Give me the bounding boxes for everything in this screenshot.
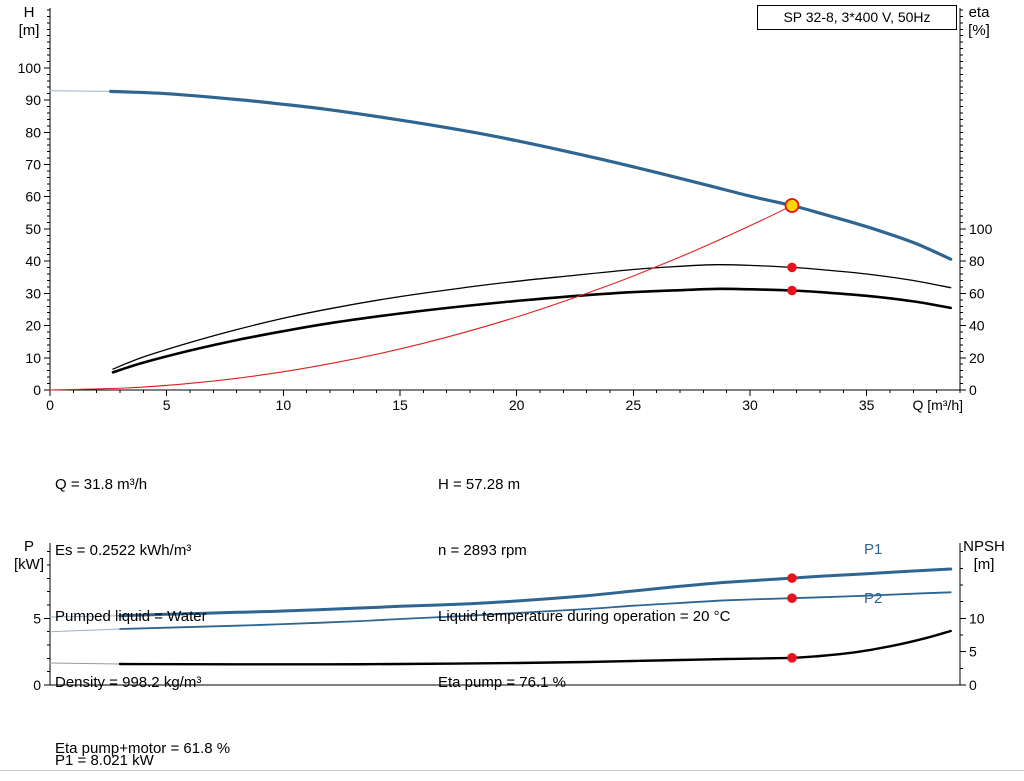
eta-axis-title: eta [%] <box>956 4 1002 40</box>
svg-text:60: 60 <box>25 189 41 205</box>
stat-p1: P1 = 8.021 kW <box>55 752 154 769</box>
stat-pumped-liquid: Pumped liquid = Water <box>55 608 207 625</box>
svg-text:0: 0 <box>33 382 41 398</box>
power-npsh-chart: 0 5 0 5 10 <box>33 543 985 693</box>
head-curve-lead <box>49 90 112 92</box>
stat-eta-pump-motor: Eta pump+motor = 61.8 % <box>55 740 231 757</box>
hq-eta-chart: 0 5 10 15 20 25 30 35 Q [m³/h] 0 10 20 30 40 50 60 70 80 9… <box>18 8 993 413</box>
duty-results-left: Q = 31.8 m³/h Es = 0.2522 kWh/m³ Pumped … <box>55 430 230 781</box>
svg-text:70: 70 <box>25 157 41 173</box>
svg-text:20: 20 <box>969 350 985 366</box>
svg-text:35: 35 <box>859 397 875 413</box>
duty-point[interactable] <box>784 198 800 213</box>
svg-text:40: 40 <box>969 318 985 334</box>
stat-es: Es = 0.2522 kWh/m³ <box>55 542 192 559</box>
svg-text:0: 0 <box>46 397 54 413</box>
chart-bottom-axes: 0 5 0 5 10 <box>33 543 985 693</box>
svg-text:0: 0 <box>969 677 977 693</box>
system-curve <box>49 204 793 391</box>
svg-text:100: 100 <box>969 221 993 237</box>
svg-text:20: 20 <box>25 318 41 334</box>
npsh-curve-lead <box>49 662 121 665</box>
svg-text:90: 90 <box>25 92 41 108</box>
npsh-axis-symbol: NPSH <box>963 538 1005 555</box>
svg-text:0: 0 <box>969 382 977 398</box>
svg-text:40: 40 <box>25 253 41 269</box>
svg-text:10: 10 <box>25 350 41 366</box>
svg-text:0: 0 <box>33 677 41 693</box>
h-axis-symbol: H <box>23 4 35 21</box>
svg-text:30: 30 <box>25 285 41 301</box>
p2-curve-lead <box>49 628 121 633</box>
svg-text:5: 5 <box>969 644 977 660</box>
stat-h: H = 57.28 m <box>438 476 521 493</box>
p2-curve-label: P2 <box>864 590 883 607</box>
svg-text:30: 30 <box>742 397 758 413</box>
npsh-curve <box>118 629 952 666</box>
eta-pump-point <box>787 262 797 273</box>
svg-text:80: 80 <box>969 253 985 269</box>
npsh-point <box>787 653 797 663</box>
bottom-divider <box>0 770 1024 771</box>
svg-text:Q [m³/h]: Q [m³/h] <box>912 397 963 413</box>
svg-text:60: 60 <box>969 285 985 301</box>
p-axis-title: P [kW] <box>8 538 50 574</box>
stat-liquid-temp: Liquid temperature during operation = 20… <box>438 608 731 625</box>
stat-q: Q = 31.8 m³/h <box>55 476 148 493</box>
h-axis-title: H [m] <box>8 4 50 40</box>
stat-eta-pump: Eta pump = 76.1 % <box>438 674 566 691</box>
svg-text:50: 50 <box>25 221 41 237</box>
p-axis-unit: [kW] <box>14 556 44 573</box>
eta-pump-motor-point <box>787 285 797 296</box>
svg-text:100: 100 <box>18 60 42 76</box>
svg-text:80: 80 <box>25 124 41 140</box>
eta-pump-motor-curve <box>111 287 952 374</box>
p2-point <box>787 593 797 603</box>
eta-pump-curve <box>112 264 952 370</box>
svg-text:20: 20 <box>509 397 525 413</box>
svg-text:5: 5 <box>33 610 41 626</box>
p1-point <box>787 573 797 583</box>
p1-curve <box>118 567 953 618</box>
svg-text:25: 25 <box>626 397 642 413</box>
eta-axis-symbol: eta <box>968 4 990 21</box>
p2-curve <box>119 591 952 630</box>
npsh-axis-unit: [m] <box>973 556 995 573</box>
p-axis-symbol: P <box>23 538 34 555</box>
power-results: P1 = 8.021 kW P2 = 6.509 kW NPSH = 4.08 … <box>55 703 160 781</box>
stat-density: Density = 998.2 kg/m³ <box>55 674 202 691</box>
p1-curve-label: P1 <box>864 541 883 558</box>
npsh-axis-title: NPSH [m] <box>954 538 1014 574</box>
pump-model: SP 32-8, 3*400 V, 50Hz <box>783 9 931 25</box>
svg-text:5: 5 <box>163 397 171 413</box>
chart-top-axes: 0 5 10 15 20 25 30 35 Q [m³/h] 0 10 20 30 40 50 60 70 80 9… <box>18 8 993 413</box>
h-axis-unit: [m] <box>18 22 40 39</box>
eta-axis-unit: [%] <box>968 22 990 39</box>
svg-text:15: 15 <box>392 397 408 413</box>
stat-n: n = 2893 rpm <box>438 542 527 559</box>
svg-text:10: 10 <box>276 397 292 413</box>
pump-model-box: SP 32-8, 3*400 V, 50Hz <box>757 5 957 30</box>
duty-results-right: H = 57.28 m n = 2893 rpm Liquid temperat… <box>438 430 730 738</box>
svg-text:10: 10 <box>969 610 985 626</box>
p1-curve-lead <box>49 615 121 618</box>
head-curve <box>109 89 953 261</box>
